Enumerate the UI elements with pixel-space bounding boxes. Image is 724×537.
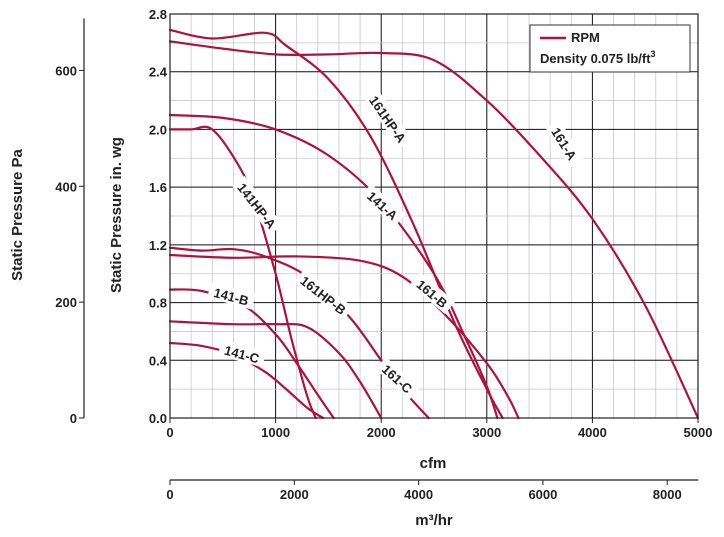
y-tick-label: 2.8 bbox=[149, 7, 167, 22]
m3hr-tick-label: 6000 bbox=[528, 487, 557, 502]
curve-141-a bbox=[168, 113, 499, 420]
curve-label-bg bbox=[545, 119, 584, 168]
curve-161hp-a bbox=[168, 28, 504, 420]
curve-label-bg bbox=[375, 356, 421, 400]
x-axis-secondary-title-text: m³/hr bbox=[415, 512, 453, 529]
curve-label-group: 161-B bbox=[409, 272, 456, 315]
curve-label-bg bbox=[231, 175, 283, 235]
x-tick-label: 4000 bbox=[578, 425, 607, 440]
legend-density-sup: 3 bbox=[651, 49, 656, 59]
x-axis-secondary-title: m³/hr bbox=[415, 512, 453, 529]
x-tick-label: 0 bbox=[166, 425, 173, 440]
curve-161-b bbox=[168, 253, 520, 420]
y-axis-title: Static Pressure in. wg bbox=[108, 137, 125, 293]
x-tick-label: 2000 bbox=[367, 425, 396, 440]
legend-box bbox=[529, 24, 691, 73]
y-tick-label: 2.4 bbox=[149, 65, 168, 80]
curve-label-bg bbox=[294, 269, 354, 321]
m3hr-tick-label: 8000 bbox=[653, 487, 682, 502]
y-tick-label: 0.8 bbox=[149, 296, 167, 311]
curve-label-group: 141-C bbox=[217, 339, 267, 368]
x-tick-label: 5000 bbox=[684, 425, 713, 440]
legend-density: Density 0.075 lb/ft3 bbox=[540, 49, 656, 66]
curve-label-group: 141-B bbox=[207, 282, 256, 310]
m3hr-tick-label: 4000 bbox=[404, 487, 433, 502]
curve-label-161-a: 161-A bbox=[548, 125, 580, 163]
curve-label-bg bbox=[360, 183, 406, 227]
curve-label-141-c: 141-C bbox=[223, 343, 262, 367]
curve-labels: 161-A161HP-A141-A161-B141HP-A161HP-B141-… bbox=[207, 88, 584, 400]
curve-141-b bbox=[168, 288, 335, 420]
curve-label-161hp-b: 161HP-B bbox=[297, 273, 348, 318]
pa-tick-label: 600 bbox=[55, 63, 77, 78]
y-axis-secondary-title: Static Pressure Pa bbox=[9, 148, 26, 280]
y-tick-label: 1.2 bbox=[149, 238, 167, 253]
m3hr-tick-label: 0 bbox=[166, 487, 173, 502]
curve-label-bg bbox=[207, 282, 256, 310]
curve-label-141hp-a: 141HP-A bbox=[234, 180, 279, 232]
curve-141hp-a bbox=[168, 125, 317, 420]
y-tick-label: 1.6 bbox=[149, 180, 167, 195]
m3hr-tick-label: 2000 bbox=[280, 487, 309, 502]
axes: 0 1000 2000 3000 4000 50000.00.40.81.21.62.02… bbox=[55, 7, 712, 502]
curve-161-a bbox=[168, 40, 700, 420]
legend: RPM Density 0.075 lb/ft3 bbox=[529, 24, 691, 73]
y-tick-label: 2.0 bbox=[149, 122, 167, 137]
x-tick-label: 3000 bbox=[472, 425, 501, 440]
curve-label-bg bbox=[217, 339, 267, 368]
x-tick-label: 1000 bbox=[261, 425, 290, 440]
legend-rpm-label: RPM bbox=[571, 30, 600, 45]
y-tick-label: 0.4 bbox=[149, 353, 168, 368]
legend-density-text: Density 0.075 lb/ft bbox=[540, 51, 651, 66]
pa-tick-label: 200 bbox=[55, 295, 77, 310]
x-axis-title: cfm bbox=[420, 455, 447, 472]
curve-label-group: 161HP-A bbox=[363, 88, 413, 149]
y-tick-label: 0.0 bbox=[149, 411, 167, 426]
curve-141-c bbox=[168, 341, 325, 420]
pa-tick-label: 400 bbox=[55, 179, 77, 194]
curve-label-group: 161-A bbox=[545, 119, 584, 168]
curve-label-bg bbox=[363, 88, 413, 149]
curve-161-c bbox=[168, 320, 383, 420]
curve-label-bg bbox=[409, 272, 456, 315]
curve-label-group: 161HP-B bbox=[294, 269, 354, 321]
curve-label-141-b: 141-B bbox=[212, 285, 250, 309]
curve-161hp-b bbox=[168, 246, 430, 420]
pa-tick-label: 0 bbox=[70, 411, 77, 426]
plot-frame bbox=[169, 13, 699, 419]
